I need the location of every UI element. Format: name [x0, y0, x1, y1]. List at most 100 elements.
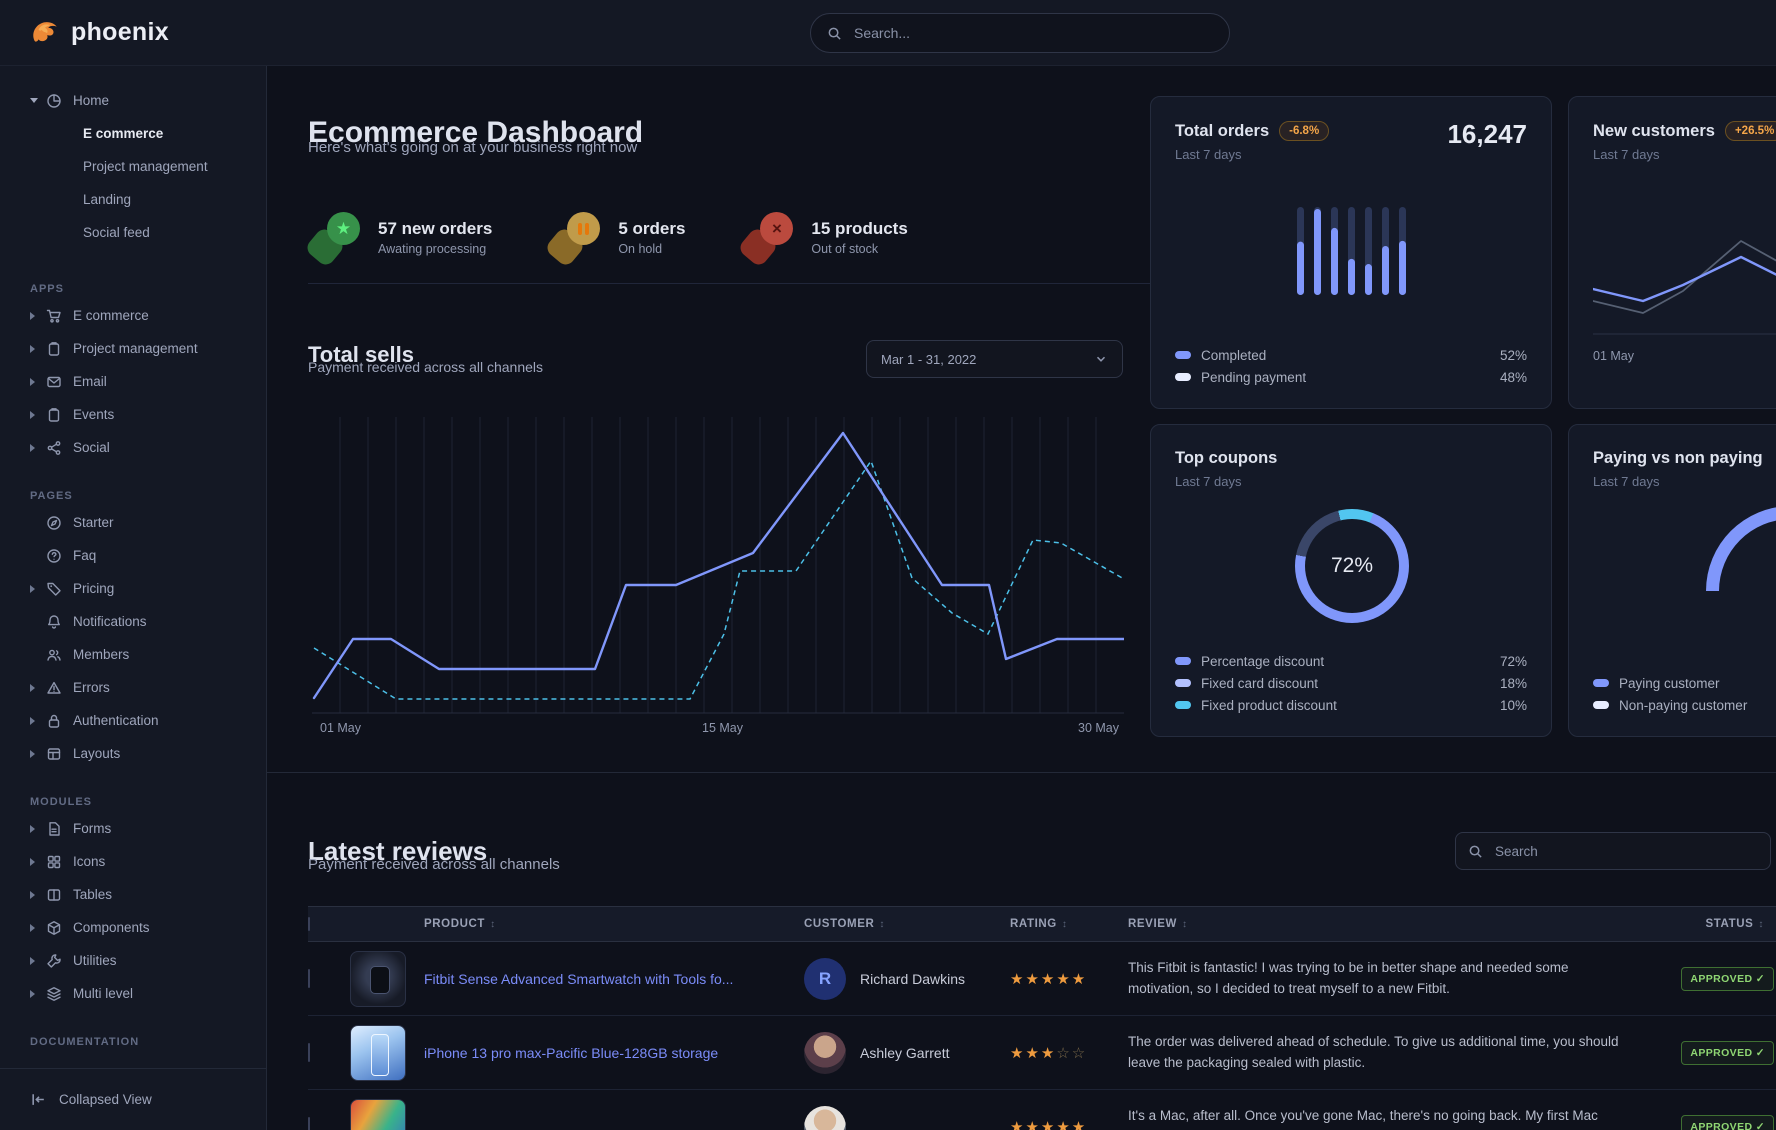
sidebar-item-e-commerce[interactable]: E commerce [83, 126, 164, 141]
caret-right-icon [30, 410, 43, 419]
legend-swatch [1593, 701, 1609, 709]
sidebar-item-e-commerce[interactable]: E commerce [0, 299, 266, 332]
product-thumbnail[interactable] [350, 950, 406, 1007]
review-text: It's a Mac, after all. Once you've gone … [1128, 1107, 1598, 1130]
status-badge: APPROVED ✓ [1681, 1040, 1774, 1065]
avatar [804, 1031, 846, 1074]
row-checkbox[interactable] [308, 1116, 310, 1130]
sidebar-item-authentication[interactable]: Authentication [0, 704, 266, 737]
sidebar-item-members[interactable]: Members [0, 638, 266, 671]
global-search-input[interactable] [852, 24, 1213, 42]
sidebar-item-forms[interactable]: Forms [0, 812, 266, 845]
legend-swatch [1175, 701, 1191, 709]
x-tick: 01 May [320, 721, 361, 735]
sidebar-item-events[interactable]: Events [0, 398, 266, 431]
stat-danger: × 15 products Out of stock [737, 212, 908, 269]
review-text: This Fitbit is fantastic! I was trying t… [1128, 959, 1569, 996]
paying-gauge-chart [1706, 506, 1776, 591]
rating-stars: ★★★★★ [1010, 970, 1088, 988]
sidebar-item-faq[interactable]: Faq [0, 539, 266, 572]
sidebar-item-project-management[interactable]: Project management [0, 332, 266, 365]
sidebar-section-label: DOCUMENTATION [30, 1036, 140, 1048]
select-all-checkbox[interactable] [308, 917, 310, 931]
wrench-icon [45, 952, 63, 970]
card-title: Top coupons [1175, 449, 1278, 467]
rating-stars: ★★★☆☆ [1010, 1044, 1088, 1062]
brand-logo[interactable]: phoenix [0, 16, 169, 50]
sidebar-item-social[interactable]: Social [0, 431, 266, 464]
column-header-product[interactable]: PRODUCT ↕ [424, 918, 496, 930]
pause-icon [544, 212, 602, 269]
sidebar-item-utilities[interactable]: Utilities [0, 944, 266, 977]
total-orders-legend: Completed 52% Pending payment 48% [1175, 344, 1527, 388]
sidebar-item-notifications[interactable]: Notifications [0, 605, 266, 638]
row-checkbox[interactable] [308, 1042, 310, 1062]
caret-right-icon [30, 716, 43, 725]
product-thumbnail[interactable] [350, 1098, 406, 1130]
sidebar-item-tables[interactable]: Tables [0, 878, 266, 911]
legend-item: Fixed card discount 18% [1175, 672, 1527, 694]
reviews-search[interactable] [1455, 832, 1771, 870]
sidebar-item-multi-level[interactable]: Multi level [0, 977, 266, 1010]
product-link[interactable]: iPhone 13 pro max-Pacific Blue-128GB sto… [424, 1044, 719, 1061]
caret-right-icon [30, 857, 43, 866]
legend-item: Non-paying customer [1593, 694, 1776, 716]
card-title: Total orders [1175, 121, 1270, 140]
trend-badge: +26.5% [1724, 121, 1776, 141]
row-checkbox[interactable] [308, 968, 310, 988]
column-header-customer[interactable]: CUSTOMER ↕ [804, 918, 886, 930]
share-icon [45, 439, 63, 457]
column-header-status[interactable]: STATUS ↕ [1705, 918, 1764, 930]
sidebar-item-landing[interactable]: Landing [83, 192, 132, 207]
caret-right-icon [30, 584, 43, 593]
product-thumbnail[interactable] [350, 1024, 406, 1081]
card-period: Last 7 days [1175, 474, 1242, 489]
lock-icon [45, 712, 63, 730]
sidebar-item-project-management[interactable]: Project management [83, 159, 208, 174]
sidebar-item-errors[interactable]: Errors [0, 671, 266, 704]
new-customers-card: New customers +26.5% Last 7 days 01 May [1568, 96, 1776, 409]
sidebar-item-social-feed[interactable]: Social feed [83, 225, 150, 240]
file-icon [45, 820, 63, 838]
caret-right-icon [30, 377, 43, 386]
bell-icon [45, 613, 63, 631]
top-navbar: phoenix [0, 0, 1776, 66]
product-link[interactable]: Fitbit Sense Advanced Smartwatch with To… [424, 970, 734, 987]
collapsed-view-toggle[interactable]: Collapsed View [0, 1068, 266, 1130]
caret-right-icon [30, 989, 43, 998]
sidebar-item-home[interactable]: Home [0, 84, 266, 117]
legend-swatch [1593, 679, 1609, 687]
caret-right-icon [30, 923, 43, 932]
date-range-select[interactable]: Mar 1 - 31, 2022 [866, 340, 1123, 378]
legend-swatch [1175, 373, 1191, 381]
legend-item: Paying customer [1593, 672, 1776, 694]
column-header-rating[interactable]: RATING ↕ [1010, 918, 1068, 930]
reviews-table-header: PRODUCT ↕ CUSTOMER ↕ RATING ↕ REVIEW ↕ STATU… [308, 906, 1776, 942]
customer-cell [804, 1105, 1010, 1130]
sidebar-section-label: PAGES [30, 490, 73, 502]
card-period: Last 7 days [1593, 474, 1660, 489]
top-coupons-legend: Percentage discount 72% Fixed card discoun… [1175, 650, 1527, 716]
box-icon [45, 919, 63, 937]
sort-icon: ↕ [1758, 918, 1764, 930]
question-icon [45, 547, 63, 565]
stat-success: ★ 57 new orders Awating processing [303, 212, 492, 269]
caret-right-icon [30, 344, 43, 353]
card-period: Last 7 days [1593, 147, 1660, 162]
sidebar-item-starter[interactable]: Starter [0, 506, 266, 539]
global-search[interactable] [810, 13, 1230, 53]
x-icon: × [737, 212, 795, 269]
sidebar-item-components[interactable]: Components [0, 911, 266, 944]
sidebar-item-icons[interactable]: Icons [0, 845, 266, 878]
reviews-search-input[interactable] [1493, 842, 1758, 860]
column-header-review[interactable]: REVIEW ↕ [1128, 918, 1188, 930]
avatar: R [804, 957, 846, 1000]
sidebar-item-email[interactable]: Email [0, 365, 266, 398]
collapsed-view-label: Collapsed View [59, 1092, 152, 1107]
warning-icon [45, 679, 63, 697]
caret-right-icon [30, 890, 43, 899]
legend-swatch [1175, 351, 1191, 359]
page-title: Ecommerce Dashboard [308, 116, 644, 150]
sidebar-item-pricing[interactable]: Pricing [0, 572, 266, 605]
sidebar-item-layouts[interactable]: Layouts [0, 737, 266, 770]
